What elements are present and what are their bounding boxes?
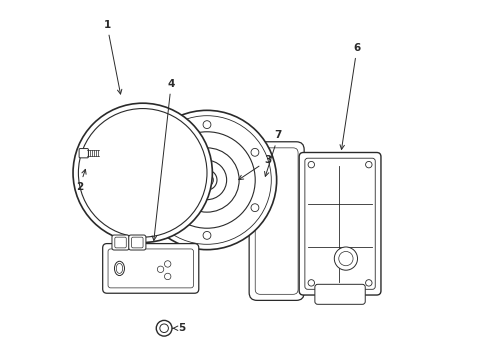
Circle shape: [200, 174, 213, 186]
Circle shape: [307, 161, 314, 168]
FancyBboxPatch shape: [299, 153, 380, 295]
Circle shape: [142, 116, 271, 244]
Circle shape: [250, 204, 258, 212]
Circle shape: [155, 204, 163, 212]
Circle shape: [157, 266, 163, 273]
Ellipse shape: [114, 261, 124, 275]
Text: 6: 6: [339, 43, 360, 149]
FancyBboxPatch shape: [108, 249, 193, 288]
FancyBboxPatch shape: [255, 148, 298, 294]
Ellipse shape: [334, 247, 357, 270]
Circle shape: [159, 132, 255, 228]
Circle shape: [156, 320, 172, 336]
Circle shape: [108, 139, 176, 207]
FancyBboxPatch shape: [102, 244, 198, 293]
Circle shape: [73, 103, 212, 243]
Circle shape: [153, 198, 160, 205]
Circle shape: [164, 261, 171, 267]
Circle shape: [155, 148, 163, 156]
Ellipse shape: [116, 264, 122, 273]
FancyBboxPatch shape: [314, 284, 365, 304]
Circle shape: [187, 160, 226, 200]
Circle shape: [132, 212, 139, 219]
FancyBboxPatch shape: [131, 237, 143, 248]
Text: 7: 7: [264, 130, 282, 176]
FancyBboxPatch shape: [304, 158, 374, 289]
FancyBboxPatch shape: [115, 237, 126, 248]
Circle shape: [160, 324, 168, 333]
Circle shape: [203, 121, 210, 129]
Ellipse shape: [338, 251, 352, 266]
Text: 1: 1: [103, 19, 122, 94]
Circle shape: [78, 109, 206, 237]
Circle shape: [85, 116, 200, 230]
Text: 2: 2: [76, 169, 86, 192]
Circle shape: [153, 141, 160, 148]
Circle shape: [164, 162, 171, 169]
Circle shape: [132, 126, 139, 134]
Circle shape: [197, 170, 217, 190]
Text: 5: 5: [172, 323, 185, 333]
Text: 4: 4: [152, 78, 175, 240]
Circle shape: [175, 148, 239, 212]
Text: 3: 3: [238, 156, 271, 180]
FancyBboxPatch shape: [248, 142, 304, 300]
Circle shape: [250, 148, 258, 156]
Circle shape: [307, 280, 314, 286]
Circle shape: [137, 111, 276, 249]
FancyBboxPatch shape: [79, 149, 88, 158]
Circle shape: [164, 273, 171, 280]
Circle shape: [365, 161, 371, 168]
Circle shape: [103, 173, 110, 180]
FancyBboxPatch shape: [128, 235, 145, 250]
FancyBboxPatch shape: [112, 235, 129, 250]
Circle shape: [203, 231, 210, 239]
Circle shape: [132, 162, 153, 184]
Circle shape: [365, 280, 371, 286]
